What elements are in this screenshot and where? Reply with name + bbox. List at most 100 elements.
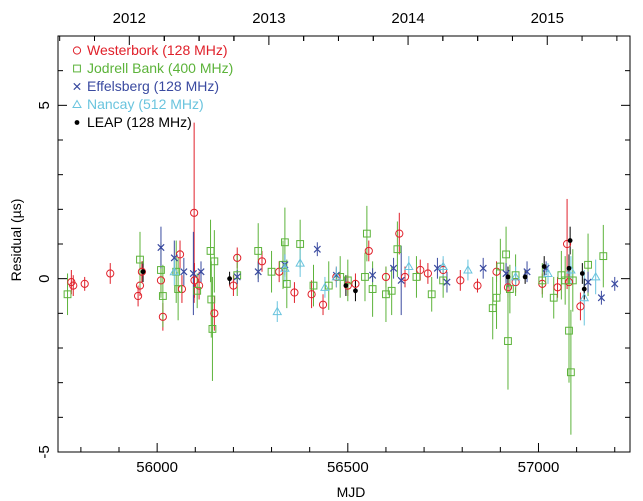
data-point xyxy=(443,278,451,286)
y-tick-label: -5 xyxy=(36,445,53,458)
data-point xyxy=(295,258,306,267)
data-point xyxy=(157,243,165,252)
data-point xyxy=(106,269,115,278)
data-point xyxy=(361,273,369,281)
data-point xyxy=(280,263,290,272)
data-point xyxy=(505,285,514,293)
data-point xyxy=(208,325,217,333)
data-point xyxy=(504,337,512,345)
data-point xyxy=(331,271,342,281)
data-point xyxy=(351,279,360,288)
data-point xyxy=(157,266,165,274)
data-point xyxy=(581,286,587,292)
data-point xyxy=(210,257,219,266)
data-point xyxy=(584,278,592,286)
data-point xyxy=(488,304,497,313)
data-point xyxy=(229,281,238,290)
data-point xyxy=(576,302,585,311)
data-point xyxy=(579,271,585,276)
data-point xyxy=(353,288,358,294)
data-point xyxy=(393,245,402,254)
data-point xyxy=(170,254,178,262)
data-point xyxy=(566,265,572,271)
data-point xyxy=(549,293,558,302)
data-point xyxy=(439,276,448,285)
top-year-label: 2012 xyxy=(113,10,146,27)
data-point xyxy=(133,291,143,301)
axes: 56000 56500 57000 2012 2013 2014 2015 -5 0 5 xyxy=(36,10,631,476)
data-point xyxy=(290,288,299,297)
data-point xyxy=(389,264,398,272)
data-point xyxy=(156,276,166,285)
data-point xyxy=(553,283,562,292)
data-point xyxy=(568,276,577,285)
legend-label: Jodrell Bank (400 MHz) xyxy=(87,60,233,76)
data-point xyxy=(343,283,349,288)
data-point xyxy=(561,276,570,285)
x-tick-label: 56500 xyxy=(327,459,369,476)
data-point xyxy=(479,264,487,272)
data-point xyxy=(309,281,318,290)
data-point xyxy=(313,245,321,253)
legend-marker xyxy=(72,46,82,55)
data-point xyxy=(318,300,328,309)
data-point xyxy=(210,309,219,318)
legend-label: LEAP (128 MHz) xyxy=(87,114,192,130)
data-point xyxy=(80,279,89,288)
data-point xyxy=(254,247,263,255)
data-point xyxy=(395,229,404,238)
data-point xyxy=(538,276,547,285)
y-tick-label: 0 xyxy=(36,274,53,282)
data-point xyxy=(423,269,432,278)
data-point xyxy=(565,326,573,335)
data-point xyxy=(194,281,204,290)
data-point xyxy=(257,257,267,266)
y-axis-label: Residual (µs) xyxy=(8,199,24,282)
data-point xyxy=(197,268,205,276)
legend-marker xyxy=(72,99,82,108)
data-point xyxy=(254,268,262,276)
data-point xyxy=(523,268,531,276)
data-point xyxy=(280,238,289,247)
data-point xyxy=(180,268,188,276)
data-point xyxy=(473,281,482,290)
legend-marker xyxy=(74,120,80,125)
data-point xyxy=(505,274,511,280)
data-point xyxy=(233,273,241,281)
data-point xyxy=(463,264,473,274)
data-point xyxy=(511,271,520,280)
data-point xyxy=(272,306,283,316)
data-point xyxy=(368,271,377,279)
legend-label: Westerbork (128 MHz) xyxy=(87,42,228,58)
data-point xyxy=(400,272,410,282)
data-point xyxy=(427,290,436,299)
data-point xyxy=(522,274,528,280)
data-point xyxy=(562,239,572,249)
data-point xyxy=(296,240,305,248)
x-axis-label: MJD xyxy=(337,484,366,500)
data-point xyxy=(502,250,510,259)
data-point xyxy=(584,260,592,269)
x-tick-label: 56000 xyxy=(136,459,178,476)
data-point xyxy=(381,272,391,282)
data-point xyxy=(362,229,371,238)
data-point xyxy=(135,281,145,290)
data-point xyxy=(503,283,513,292)
data-point xyxy=(63,290,72,299)
legend: Westerbork (128 MHz) Jodrell Bank (400 MH… xyxy=(72,42,233,130)
data-point xyxy=(233,271,242,280)
error-bars xyxy=(67,122,616,435)
data-point xyxy=(599,252,608,261)
data-point xyxy=(320,282,330,291)
legend-label: Effelsberg (128 MHz) xyxy=(87,78,219,94)
data-point xyxy=(456,276,465,285)
data-point xyxy=(496,262,505,271)
data-point xyxy=(590,271,601,281)
data-point xyxy=(412,273,421,281)
data-point xyxy=(190,208,199,217)
data-point xyxy=(267,267,276,276)
data-point xyxy=(433,264,442,272)
data-point xyxy=(567,238,573,243)
data-point xyxy=(541,264,547,269)
